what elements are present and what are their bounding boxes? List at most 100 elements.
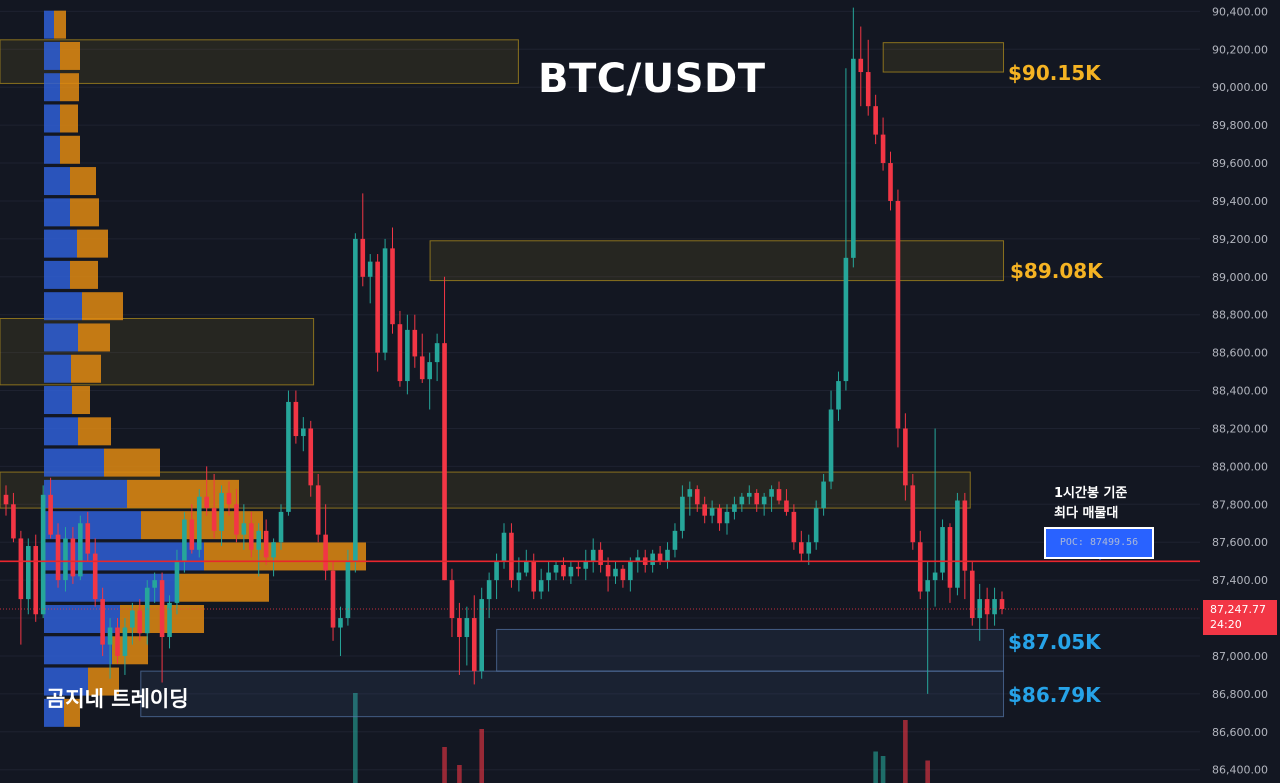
candle-body: [315, 485, 321, 535]
candle-body: [828, 409, 834, 482]
volume-bar: [442, 747, 447, 783]
poc-label: POC: 87499.56: [1059, 537, 1139, 548]
candle-body: [442, 343, 447, 581]
vp-sell-bar: [60, 73, 79, 102]
candles: [3, 7, 1005, 694]
candle-body: [3, 494, 9, 505]
candle-body: [531, 561, 537, 592]
vp-buy-bar: [44, 698, 64, 727]
candle-body: [628, 561, 633, 581]
candle-body: [865, 72, 871, 107]
candle-body: [561, 564, 566, 577]
candle-body: [836, 381, 841, 410]
y-tick-label: 87,000.00: [1212, 650, 1268, 663]
y-tick-label: 88,000.00: [1212, 460, 1268, 473]
y-tick-label: 89,200.00: [1212, 233, 1268, 246]
candle-body: [680, 496, 685, 531]
volume-bar: [880, 756, 886, 783]
candle-body: [70, 538, 76, 577]
candle-body: [880, 134, 886, 164]
vp-buy-bar: [44, 167, 70, 196]
candle-body: [204, 496, 209, 509]
y-tick-label: 90,000.00: [1212, 81, 1268, 94]
volume-bar: [353, 693, 358, 783]
candle-body: [55, 534, 61, 581]
candle-body: [464, 618, 470, 638]
candle-body: [25, 546, 31, 600]
candle-body: [174, 561, 180, 603]
candle-body: [301, 428, 306, 437]
candle-body: [546, 572, 551, 581]
vp-sell-bar: [64, 698, 80, 727]
candle-body: [100, 599, 105, 645]
candle-body: [479, 599, 485, 672]
y-tick-label: 88,200.00: [1212, 422, 1268, 435]
price-axis: 90,400.00 90,200.00 90,000.00 89,800.00 89,6…: [1212, 5, 1268, 776]
candle-body: [323, 534, 328, 571]
candle-body: [494, 561, 499, 581]
candle-body: [211, 508, 217, 531]
candle-body: [895, 200, 901, 429]
candle-body: [999, 599, 1005, 609]
y-tick-label: 86,600.00: [1212, 726, 1268, 739]
level-label-90-15k: $90.15K: [1008, 61, 1101, 85]
candle-body: [917, 542, 923, 592]
y-tick-label: 88,600.00: [1212, 347, 1268, 360]
candle-body: [107, 627, 113, 645]
zone-86k: [140, 670, 1005, 718]
y-tick-label: 89,000.00: [1212, 271, 1268, 284]
vp-sell-bar: [77, 229, 108, 258]
candle-body: [791, 511, 797, 543]
vp-sell-bar: [204, 542, 366, 571]
candle-body: [969, 570, 975, 619]
candle-body: [122, 627, 128, 656]
watermark-text: 곰지네 트레이딩: [46, 687, 189, 711]
candle-body: [657, 553, 663, 562]
vp-buy-bar: [44, 198, 70, 227]
vp-sell-bar: [71, 354, 101, 383]
candle-body: [63, 538, 68, 581]
candle-body: [590, 549, 596, 562]
candle-body: [776, 489, 782, 501]
candle-body: [635, 557, 641, 562]
vp-buy-bar: [44, 41, 60, 70]
vp-sell-bar: [70, 198, 99, 227]
candle-body: [940, 527, 945, 573]
vp-buy-bar: [44, 229, 77, 258]
candle-body: [843, 257, 849, 382]
volume-bar: [925, 760, 930, 783]
candle-body: [538, 580, 544, 592]
candle-body: [434, 343, 440, 363]
candle-body: [338, 618, 343, 628]
candle-body: [888, 163, 893, 201]
vp-buy-bar: [44, 73, 60, 102]
y-tick-label: 86,400.00: [1212, 764, 1268, 777]
vp-buy-bar: [44, 448, 104, 477]
candle-body: [115, 627, 120, 656]
candle-body: [18, 538, 24, 600]
candle-body: [523, 561, 529, 573]
candle-body: [182, 519, 187, 562]
candle-body: [457, 618, 462, 638]
candle-body: [85, 523, 91, 554]
candle-body: [241, 523, 247, 535]
candle-body: [427, 362, 432, 380]
y-tick-label: 89,800.00: [1212, 119, 1268, 132]
candle-body: [471, 618, 477, 672]
candle-body: [769, 489, 774, 497]
volume-bar: [479, 729, 485, 783]
annotation-line-1: 1시간봉 기준: [1054, 486, 1128, 501]
candle-body: [806, 542, 812, 554]
y-tick-label: 86,800.00: [1212, 688, 1268, 701]
level-label-87-05k: $87.05K: [1008, 630, 1101, 654]
candle-body: [761, 496, 767, 505]
candle-body: [516, 572, 522, 581]
candle-body: [219, 492, 224, 531]
candle-body: [694, 489, 700, 505]
candle-body: [78, 523, 83, 577]
vp-sell-bar: [60, 41, 80, 70]
poc-label-box[interactable]: POC: 87499.56: [1044, 527, 1154, 559]
candle-body: [672, 530, 678, 550]
vp-buy-bar: [44, 260, 70, 289]
